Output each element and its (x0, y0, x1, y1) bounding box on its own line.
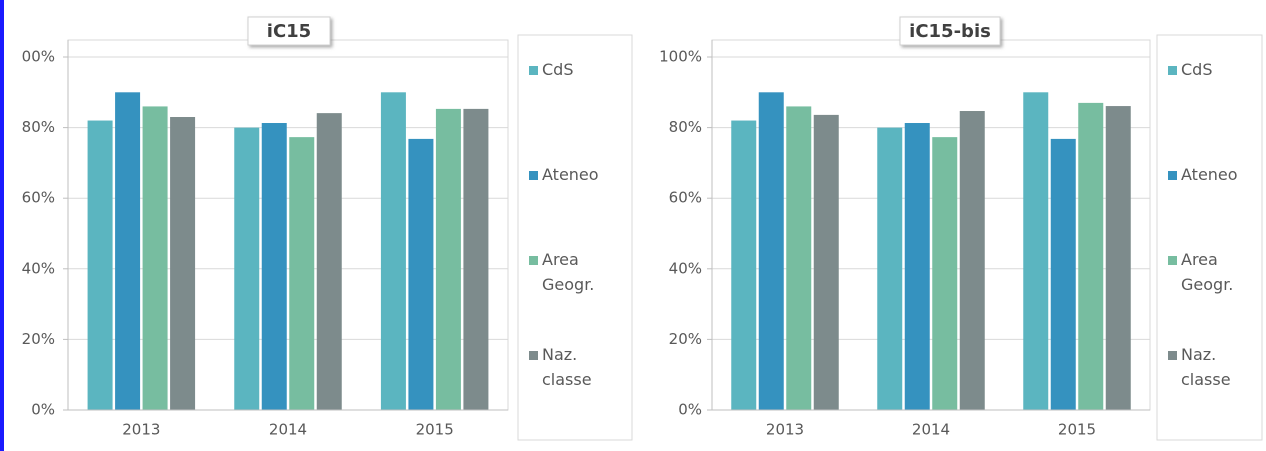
x-tick-label: 2015 (416, 421, 454, 439)
bar (234, 127, 260, 410)
bar (408, 138, 434, 410)
legend-label: CdS (542, 60, 574, 79)
bar (463, 108, 489, 411)
edge (0, 0, 4, 451)
bar (1078, 102, 1104, 410)
bar (904, 123, 930, 411)
y-tick-label: 80% (22, 118, 55, 136)
bar (932, 137, 958, 411)
bar (1050, 138, 1076, 410)
legend-box (517, 34, 633, 441)
title-box (247, 16, 331, 46)
y-tick-label: 0% (31, 401, 55, 419)
legend-swatch (529, 66, 538, 75)
legend-label: Area Geogr. (542, 250, 595, 294)
legend-swatch (529, 351, 538, 360)
y-tick-label: 40% (669, 259, 702, 277)
x-tick-label: 2015 (1058, 421, 1096, 439)
x-tick-label: 2014 (912, 421, 950, 439)
legend-swatch (1168, 351, 1177, 360)
legend-label: Naz. classe (1181, 345, 1231, 389)
legend-label: Ateneo (542, 165, 599, 184)
bar (316, 113, 342, 410)
legend-box (1156, 34, 1263, 441)
bar (170, 117, 196, 410)
title-box (899, 16, 1001, 46)
legend-label: CdS (1181, 60, 1213, 79)
bar (1105, 106, 1131, 410)
legend-swatch (1168, 256, 1177, 265)
bar (758, 92, 784, 411)
x-tick-label: 2013 (766, 421, 804, 439)
y-tick-label: 100% (659, 48, 702, 66)
bar (380, 92, 406, 411)
bar (731, 120, 757, 410)
y-tick-label: 20% (22, 330, 55, 348)
y-tick-label: 40% (22, 259, 55, 277)
legend-swatch (529, 256, 538, 265)
bar (115, 92, 141, 411)
bar (87, 120, 113, 410)
bar (877, 127, 903, 410)
y-tick-label: 60% (669, 189, 702, 207)
bar (959, 111, 985, 410)
x-tick-label: 2014 (269, 421, 307, 439)
bar (289, 137, 315, 411)
legend-swatch (529, 171, 538, 180)
bar (261, 123, 287, 411)
legend-label: Naz. classe (542, 345, 592, 389)
chart-title: iC15-bis (909, 21, 991, 42)
bar (435, 108, 461, 411)
y-tick-label: 00% (22, 48, 55, 66)
y-tick-label: 60% (22, 189, 55, 207)
y-tick-label: 20% (669, 330, 702, 348)
bar (1023, 92, 1049, 411)
y-tick-label: 0% (678, 401, 702, 419)
chart-title: iC15 (267, 21, 311, 42)
legend-swatch (1168, 171, 1177, 180)
legend-swatch (1168, 66, 1177, 75)
legend-label: Ateneo (1181, 165, 1238, 184)
legend-label: Area Geogr. (1181, 250, 1234, 294)
bar (786, 106, 812, 411)
bar (142, 106, 168, 411)
x-tick-label: 2013 (122, 421, 160, 439)
bar (813, 114, 839, 410)
y-tick-label: 80% (669, 118, 702, 136)
